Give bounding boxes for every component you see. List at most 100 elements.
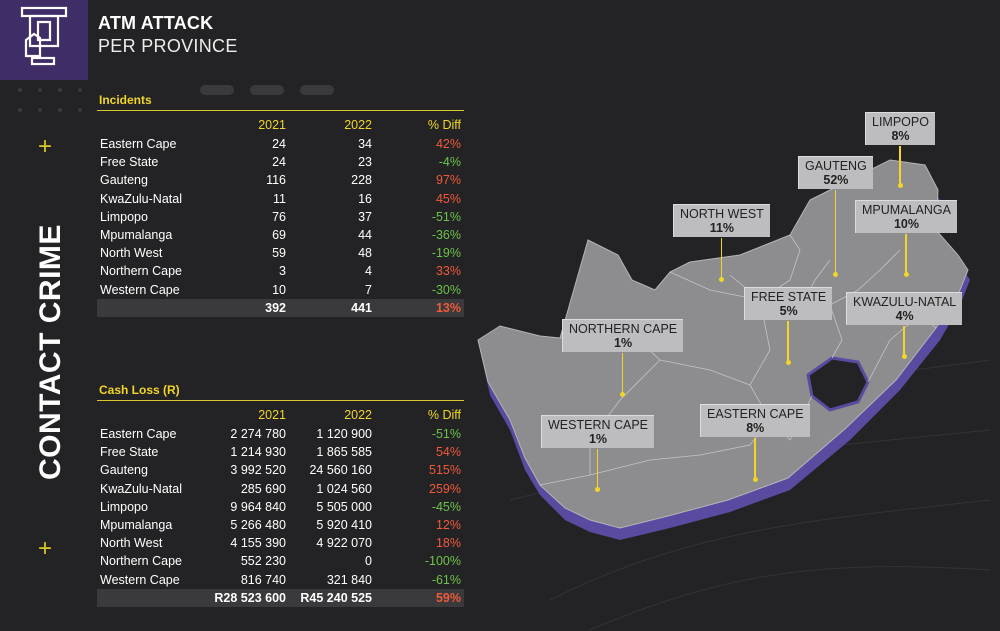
total-diff: 59%	[375, 588, 464, 607]
province-cell: Limpopo	[100, 499, 148, 514]
value-2022-cell: 4 922 070	[316, 536, 372, 551]
diff-cell: -30%	[431, 282, 461, 297]
location-dot	[620, 392, 625, 397]
value-2021-cell: 3 992 520	[230, 463, 286, 478]
diff-cell: -19%	[431, 246, 461, 261]
leader-line	[903, 326, 905, 356]
value-2022-cell: 7	[365, 282, 372, 297]
leader-line	[899, 146, 901, 185]
value-2022-cell: 228	[351, 173, 372, 188]
cash-loss-total-row: R28 523 600 R45 240 525 59%	[97, 588, 464, 607]
map-label-limpopo: LIMPOPO 8%	[865, 112, 935, 145]
leader-line	[621, 353, 624, 394]
location-dot	[903, 272, 909, 277]
leader-line	[787, 321, 789, 362]
value-2022-cell: 37	[358, 209, 372, 224]
province-name: GAUTENG	[805, 159, 867, 173]
value-2021-cell: 3	[279, 264, 286, 279]
province-cell: Mpumalanga	[100, 228, 173, 243]
incident-row: Eastern Cape 24 34 42%	[97, 135, 464, 153]
cash-loss-row: Limpopo 9 964 840 5 505 000 -45%	[97, 498, 464, 516]
location-dot	[833, 272, 838, 277]
value-2022-cell: 48	[358, 246, 372, 261]
header-diff: % Diff	[427, 408, 461, 422]
province-name: MPUMALANGA	[862, 203, 951, 217]
cash-loss-divider	[97, 400, 464, 401]
value-2021-cell: 285 690	[240, 481, 286, 496]
province-share: 52%	[823, 173, 849, 187]
diff-cell: 12%	[435, 518, 461, 533]
page-subtitle: PER PROVINCE	[98, 36, 238, 56]
location-dot	[897, 183, 903, 188]
incident-row: Mpumalanga 69 44 -36%	[97, 226, 464, 244]
value-2021-cell: 116	[266, 173, 286, 188]
cash-loss-row: Eastern Cape 2 274 780 1 120 900 -51%	[97, 425, 464, 443]
province-share: 8%	[891, 129, 910, 143]
leader-line	[720, 238, 723, 279]
diff-cell: 515%	[429, 463, 461, 478]
cash-loss-row: Gauteng 3 992 520 24 560 160 515%	[97, 461, 464, 479]
diff-cell: -45%	[431, 499, 461, 514]
dot-pattern-decoration	[18, 68, 334, 112]
map-label-eastern-cape: EASTERN CAPE 8%	[700, 404, 810, 437]
value-2021-cell: 24	[272, 137, 286, 152]
leader-line	[596, 449, 599, 489]
province-share: 1%	[588, 432, 608, 446]
incidents-table: 2021 2022 % Diff Eastern Cape 24 34 42% Free…	[97, 115, 464, 317]
province-cell: North West	[100, 246, 163, 261]
diff-cell: -61%	[431, 572, 461, 587]
incident-row: Limpopo 76 37 -51%	[97, 208, 464, 226]
diff-cell: -51%	[431, 427, 461, 442]
province-share: 5%	[779, 304, 798, 318]
province-name: KWAZULU-NATAL	[853, 295, 957, 309]
province-cell: Western Cape	[100, 282, 180, 297]
header-province	[97, 115, 197, 135]
province-cell: Gauteng	[100, 463, 148, 478]
value-2021-cell: 59	[272, 246, 286, 261]
province-share: 4%	[895, 309, 914, 323]
leader-line	[905, 234, 907, 274]
diff-cell: 18%	[435, 536, 461, 551]
leader-line	[834, 190, 837, 274]
diff-cell: 42%	[435, 137, 461, 152]
diff-cell: -4%	[438, 155, 461, 170]
province-cell: North West	[100, 536, 163, 551]
province-cell: Western Cape	[100, 572, 180, 587]
incident-row: Gauteng 116 228 97%	[97, 171, 464, 189]
plus-decoration-icon: +	[38, 133, 53, 160]
value-2022-cell: 44	[358, 228, 372, 243]
diff-cell: 97%	[435, 173, 461, 188]
plus-decoration-icon: +	[38, 535, 53, 562]
value-2022-cell: 321 840	[326, 572, 372, 587]
map-label-mpumalanga: MPUMALANGA 10%	[855, 200, 957, 233]
province-cell: Limpopo	[100, 209, 148, 224]
value-2022-cell: 1 024 560	[316, 481, 372, 496]
map-label-north-west: NORTH WEST 11%	[673, 204, 770, 237]
province-share: 8%	[746, 421, 765, 435]
value-2021-cell: 816 740	[240, 572, 286, 587]
value-2022-cell: 1 120 900	[316, 427, 372, 442]
province-cell: Gauteng	[100, 173, 148, 188]
cash-loss-row: Mpumalanga 5 266 480 5 920 410 12%	[97, 516, 464, 534]
incident-row: Western Cape 10 7 -30%	[97, 281, 464, 299]
diff-cell: 45%	[435, 191, 461, 206]
total-2022: 441	[289, 298, 375, 317]
location-dot	[595, 487, 600, 492]
value-2022-cell: 5 505 000	[316, 499, 372, 514]
cash-loss-row: Free State 1 214 930 1 865 585 54%	[97, 443, 464, 461]
province-cell: Free State	[100, 155, 159, 170]
map-label-kwazulu-natal: KWAZULU-NATAL 4%	[846, 292, 963, 325]
value-2021-cell: 1 214 930	[230, 445, 286, 460]
diff-cell: -100%	[424, 554, 461, 569]
header-2022: 2022	[344, 408, 372, 422]
diff-cell: 54%	[435, 445, 461, 460]
province-share: 10%	[893, 217, 919, 231]
cash-loss-row: KwaZulu-Natal 285 690 1 024 560 259%	[97, 480, 464, 498]
diff-cell: -36%	[431, 228, 461, 243]
atm-card-icon	[20, 6, 68, 66]
value-2022-cell: 16	[358, 191, 372, 206]
province-cell: Eastern Cape	[100, 427, 177, 442]
map-label-western-cape: WESTERN CAPE 1%	[541, 415, 655, 448]
value-2022-cell: 34	[358, 137, 372, 152]
diff-cell: 33%	[435, 264, 461, 279]
